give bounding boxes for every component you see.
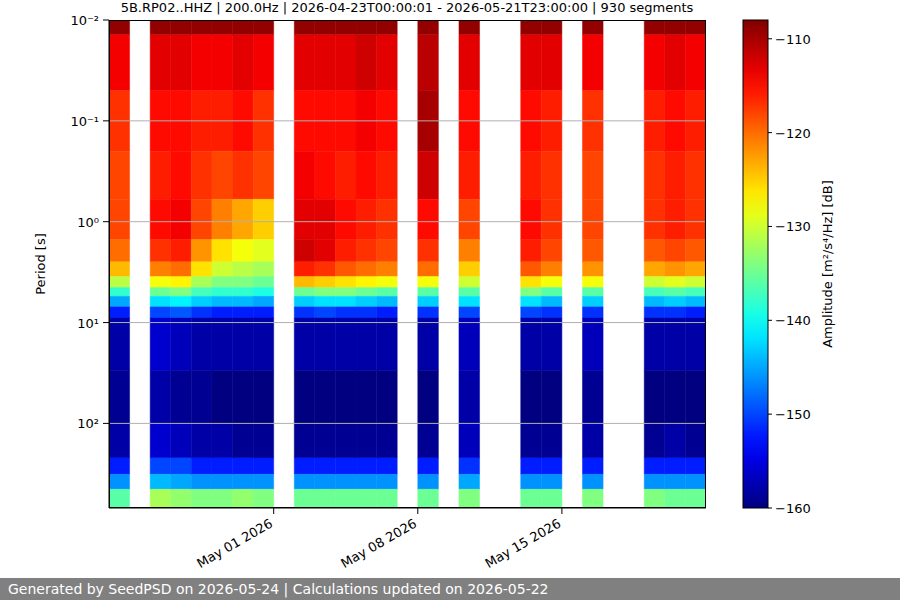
svg-text:May 08 2026: May 08 2026 [338,516,419,571]
svg-text:May 15 2026: May 15 2026 [482,516,563,571]
svg-text:10⁻²: 10⁻² [70,13,99,28]
html-text:Generated by SeedPSD on 2026-0: Generated by SeedPSD on 2026-05-24 | Cal… [8,581,549,597]
html-text:5B.RP02..HHZ | 200.0Hz | 2026-: 5B.RP02..HHZ | 200.0Hz | 2026-04-23T00:0… [120,0,694,15]
svg-text:−160: −160 [775,501,811,516]
svg-text:Amplitude [m²/s⁴/Hz] [dB]: Amplitude [m²/s⁴/Hz] [dB] [820,180,835,348]
svg-text:May 01 2026: May 01 2026 [194,516,275,571]
svg-text:−140: −140 [775,313,811,328]
svg-text:−130: −130 [775,219,811,234]
svg-text:10⁰: 10⁰ [77,215,99,230]
svg-text:−110: −110 [775,32,811,47]
svg-text:10²: 10² [77,416,99,431]
svg-text:−120: −120 [775,126,811,141]
svg-text:−150: −150 [775,407,811,422]
svg-text:Period [s]: Period [s] [33,233,48,295]
svg-text:10⁻¹: 10⁻¹ [70,114,99,129]
svg-text:10¹: 10¹ [77,316,99,331]
